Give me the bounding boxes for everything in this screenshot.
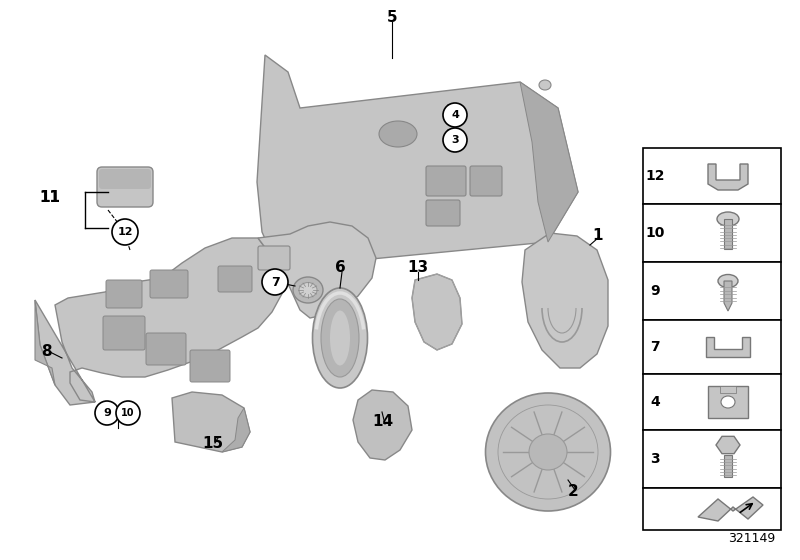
Polygon shape	[35, 300, 55, 385]
FancyBboxPatch shape	[258, 246, 290, 270]
Text: 2: 2	[568, 484, 578, 500]
FancyBboxPatch shape	[97, 167, 153, 207]
FancyBboxPatch shape	[190, 350, 230, 382]
Circle shape	[443, 103, 467, 127]
FancyBboxPatch shape	[106, 280, 142, 308]
Text: 10: 10	[646, 226, 665, 240]
Bar	[720, 386, 736, 393]
FancyBboxPatch shape	[426, 166, 466, 196]
Circle shape	[116, 401, 140, 425]
FancyBboxPatch shape	[150, 270, 188, 298]
Polygon shape	[257, 55, 578, 268]
Ellipse shape	[721, 396, 735, 408]
Ellipse shape	[529, 434, 567, 470]
Polygon shape	[258, 222, 376, 318]
FancyBboxPatch shape	[470, 166, 502, 196]
Circle shape	[95, 401, 119, 425]
Ellipse shape	[539, 80, 551, 90]
Polygon shape	[706, 337, 750, 357]
Text: 9: 9	[103, 408, 111, 418]
Text: 321149: 321149	[728, 532, 775, 545]
Text: 10: 10	[122, 408, 134, 418]
Ellipse shape	[299, 282, 317, 297]
FancyBboxPatch shape	[426, 200, 460, 226]
Text: 4: 4	[650, 395, 660, 409]
FancyBboxPatch shape	[146, 333, 186, 365]
FancyBboxPatch shape	[218, 266, 252, 292]
Bar	[724, 219, 732, 249]
Text: 8: 8	[41, 344, 51, 360]
Bar	[643, 204, 781, 262]
Text: 7: 7	[650, 340, 660, 354]
Polygon shape	[716, 436, 740, 454]
Ellipse shape	[717, 212, 739, 226]
Ellipse shape	[321, 299, 359, 377]
Text: 13: 13	[407, 260, 429, 276]
Ellipse shape	[379, 121, 417, 147]
Text: 4: 4	[451, 110, 459, 120]
FancyBboxPatch shape	[103, 316, 145, 350]
Polygon shape	[520, 82, 578, 242]
Bar	[643, 430, 781, 488]
Text: 6: 6	[334, 260, 346, 276]
Text: 3: 3	[451, 135, 459, 145]
Text: 14: 14	[373, 414, 394, 430]
FancyBboxPatch shape	[99, 169, 151, 189]
Ellipse shape	[293, 277, 323, 303]
Text: 5: 5	[386, 11, 398, 26]
Bar	[643, 262, 781, 320]
Bar	[643, 320, 781, 374]
Text: 15: 15	[202, 436, 223, 450]
Text: 11: 11	[39, 190, 61, 206]
Polygon shape	[522, 233, 608, 368]
Ellipse shape	[718, 274, 738, 287]
Circle shape	[443, 128, 467, 152]
Bar	[643, 148, 781, 204]
Polygon shape	[724, 455, 732, 477]
Bar	[708, 386, 748, 418]
Text: 3: 3	[650, 452, 660, 466]
Text: 7: 7	[270, 276, 279, 288]
Polygon shape	[708, 164, 748, 190]
Text: 12: 12	[646, 169, 665, 183]
Text: 1: 1	[593, 228, 603, 244]
Bar	[643, 374, 781, 430]
Polygon shape	[724, 281, 732, 311]
Ellipse shape	[486, 393, 610, 511]
Polygon shape	[353, 390, 412, 460]
Ellipse shape	[330, 310, 350, 366]
Polygon shape	[35, 238, 284, 405]
Circle shape	[112, 219, 138, 245]
Polygon shape	[172, 392, 250, 452]
Polygon shape	[412, 274, 462, 350]
Text: 12: 12	[118, 227, 133, 237]
Polygon shape	[222, 408, 250, 452]
Bar	[643, 488, 781, 530]
Text: 11: 11	[39, 190, 61, 206]
Circle shape	[262, 269, 288, 295]
Polygon shape	[698, 497, 763, 521]
Ellipse shape	[313, 288, 367, 388]
Text: 9: 9	[650, 284, 660, 298]
